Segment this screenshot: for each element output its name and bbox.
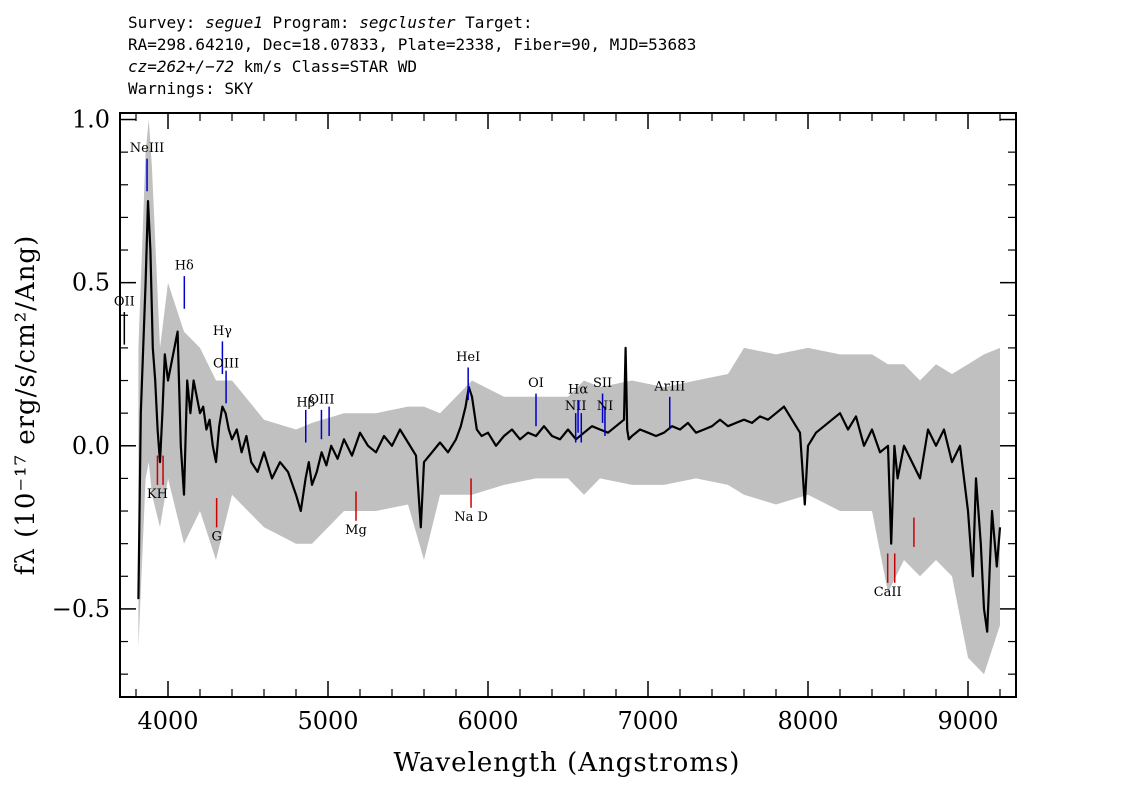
plot-frame xyxy=(119,112,1017,698)
emission-line-label: OIII xyxy=(308,392,334,407)
flux-line xyxy=(137,200,1002,633)
emission-line-label: NII xyxy=(565,399,587,414)
x-tick-label: 4000 xyxy=(137,707,198,735)
header-line-coordinates: RA=298.64210, Dec=18.07833, Plate=2338, … xyxy=(128,35,697,54)
x-axis-title: Wavelength (Angstroms) xyxy=(394,748,741,778)
survey-value: segue1 xyxy=(205,13,263,32)
emission-line-label: HeI xyxy=(456,350,480,365)
absorption-line-label: CaII xyxy=(874,585,902,600)
noise-band-area xyxy=(138,119,1000,675)
absorption-line-label: G xyxy=(211,529,221,544)
absorption-line-label: Na D xyxy=(454,510,488,525)
y-tick-label: 1.0 xyxy=(72,106,110,134)
axis-ticks: 4000 5000 6000 7000 8000 9000 1.0 0.5 0.0 −0.5 xyxy=(52,106,1016,735)
emission-line-label: OII xyxy=(114,294,135,309)
y-axis-title: fλ (10⁻¹⁷ erg/s/cm²/Ang) xyxy=(11,235,41,575)
emission-line-label: Hβ xyxy=(296,396,315,411)
program-value: segcluster xyxy=(359,13,456,32)
emission-line-label: Hδ xyxy=(175,259,194,274)
emission-line-label: ArIII xyxy=(653,379,685,394)
x-tick-label: 6000 xyxy=(457,707,518,735)
target-label: Target: xyxy=(455,13,533,32)
header-line-survey: Survey: segue1 Program: segcluster Targe… xyxy=(128,12,696,34)
program-label: Program: xyxy=(262,13,360,32)
absorption-line-label: Mg xyxy=(345,523,367,538)
emission-line-label: NeIII xyxy=(130,141,164,156)
survey-label: Survey: xyxy=(128,13,206,32)
redshift-value: cz=262+/−72 xyxy=(128,57,234,76)
x-tick-label: 8000 xyxy=(777,707,838,735)
emission-line-label: OIII xyxy=(213,356,239,371)
absorption-line-label: KH xyxy=(147,487,168,502)
spectrum-header: Survey: segue1 Program: segcluster Targe… xyxy=(128,12,696,100)
emission-line-label: SII xyxy=(593,376,612,391)
y-tick-label: −0.5 xyxy=(52,595,110,623)
emission-line-label: Hγ xyxy=(213,324,232,339)
header-line-warnings: Warnings: SKY xyxy=(128,79,254,98)
noise-band xyxy=(138,119,1000,675)
emission-line-label: Hα xyxy=(568,383,588,398)
velocity-class: km/s Class=STAR WD xyxy=(233,57,417,76)
y-tick-label: 0.0 xyxy=(72,432,110,460)
x-tick-label: 7000 xyxy=(617,707,678,735)
x-tick-label: 9000 xyxy=(937,707,998,735)
emission-line-label: NI xyxy=(597,399,614,414)
emission-line-label: OI xyxy=(528,376,544,391)
flux-series xyxy=(137,200,1002,633)
y-tick-label: 0.5 xyxy=(72,269,110,297)
x-tick-label: 5000 xyxy=(297,707,358,735)
header-line-redshift: cz=262+/−72 km/s Class=STAR WD xyxy=(128,56,696,78)
